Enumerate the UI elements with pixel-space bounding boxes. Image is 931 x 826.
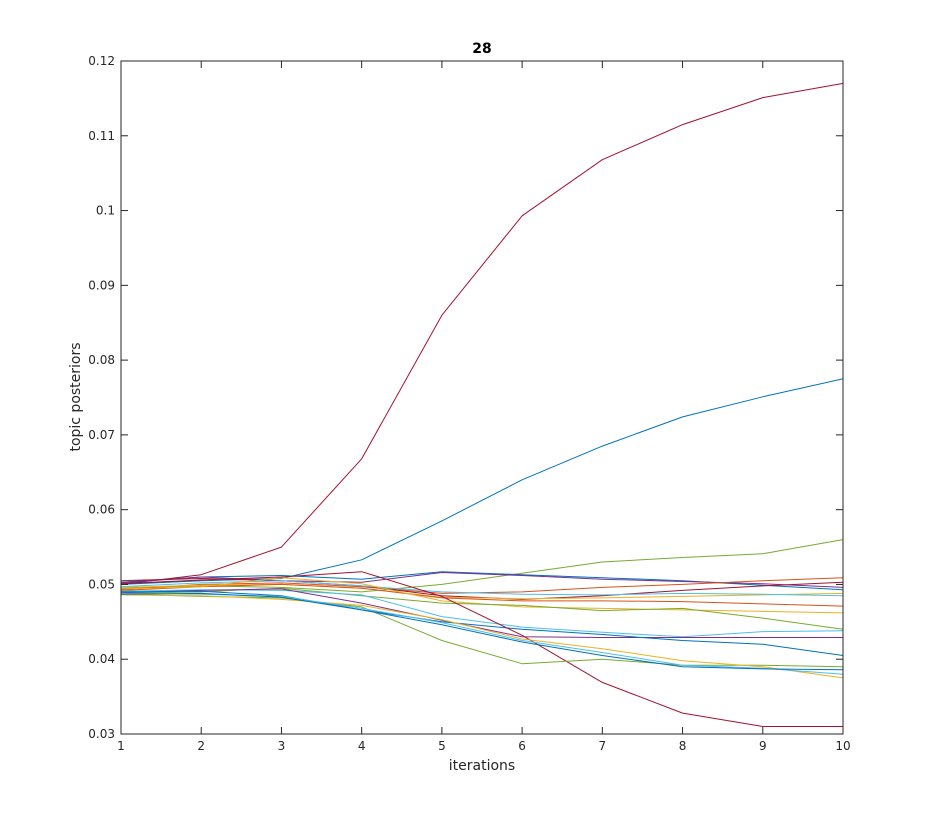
- x-tick-label: 6: [518, 739, 526, 753]
- x-tick-label: 7: [599, 739, 607, 753]
- y-tick-label: 0.04: [88, 652, 115, 666]
- x-axis-label: iterations: [449, 758, 515, 774]
- y-tick-label: 0.1: [96, 204, 115, 218]
- series-line-1: [120, 82, 844, 585]
- x-tick-label: 3: [278, 739, 286, 753]
- chart-title: 28: [472, 41, 491, 57]
- x-tick-label: 9: [759, 739, 767, 753]
- axes-box: [120, 60, 844, 735]
- y-tick-label: 0.12: [88, 54, 115, 68]
- series-layer: [120, 82, 844, 727]
- series-line-8: [120, 583, 844, 600]
- x-tick-label: 10: [835, 739, 850, 753]
- series-line-20: [120, 592, 844, 671]
- series-line-16: [120, 571, 843, 727]
- x-tick-label: 1: [117, 739, 125, 753]
- y-tick-label: 0.09: [88, 278, 115, 292]
- x-tick-label: 5: [438, 739, 446, 753]
- ticks-layer: 1 2 3 4 5 6 7 8 9 10 0.03 0.04 0.05 0.06 0.07 0.08 0.09 0…: [88, 54, 850, 753]
- series-line-14: [120, 588, 843, 638]
- x-tick-label: 8: [679, 739, 687, 753]
- series-line-18: [120, 594, 844, 679]
- y-tick-label: 0.06: [88, 503, 115, 517]
- y-axis-label: topic posteriors: [68, 342, 84, 451]
- y-tick-label: 0.11: [88, 129, 115, 143]
- y-tick-label: 0.03: [88, 727, 115, 741]
- x-tick-label: 2: [197, 739, 205, 753]
- series-line-15: [120, 590, 844, 656]
- x-tick-label: 4: [358, 739, 366, 753]
- series-line-10: [120, 583, 844, 607]
- y-tick-label: 0.05: [88, 577, 115, 591]
- series-line-3: [120, 539, 844, 593]
- y-tick-label: 0.08: [88, 353, 115, 367]
- y-tick-label: 0.07: [88, 428, 115, 442]
